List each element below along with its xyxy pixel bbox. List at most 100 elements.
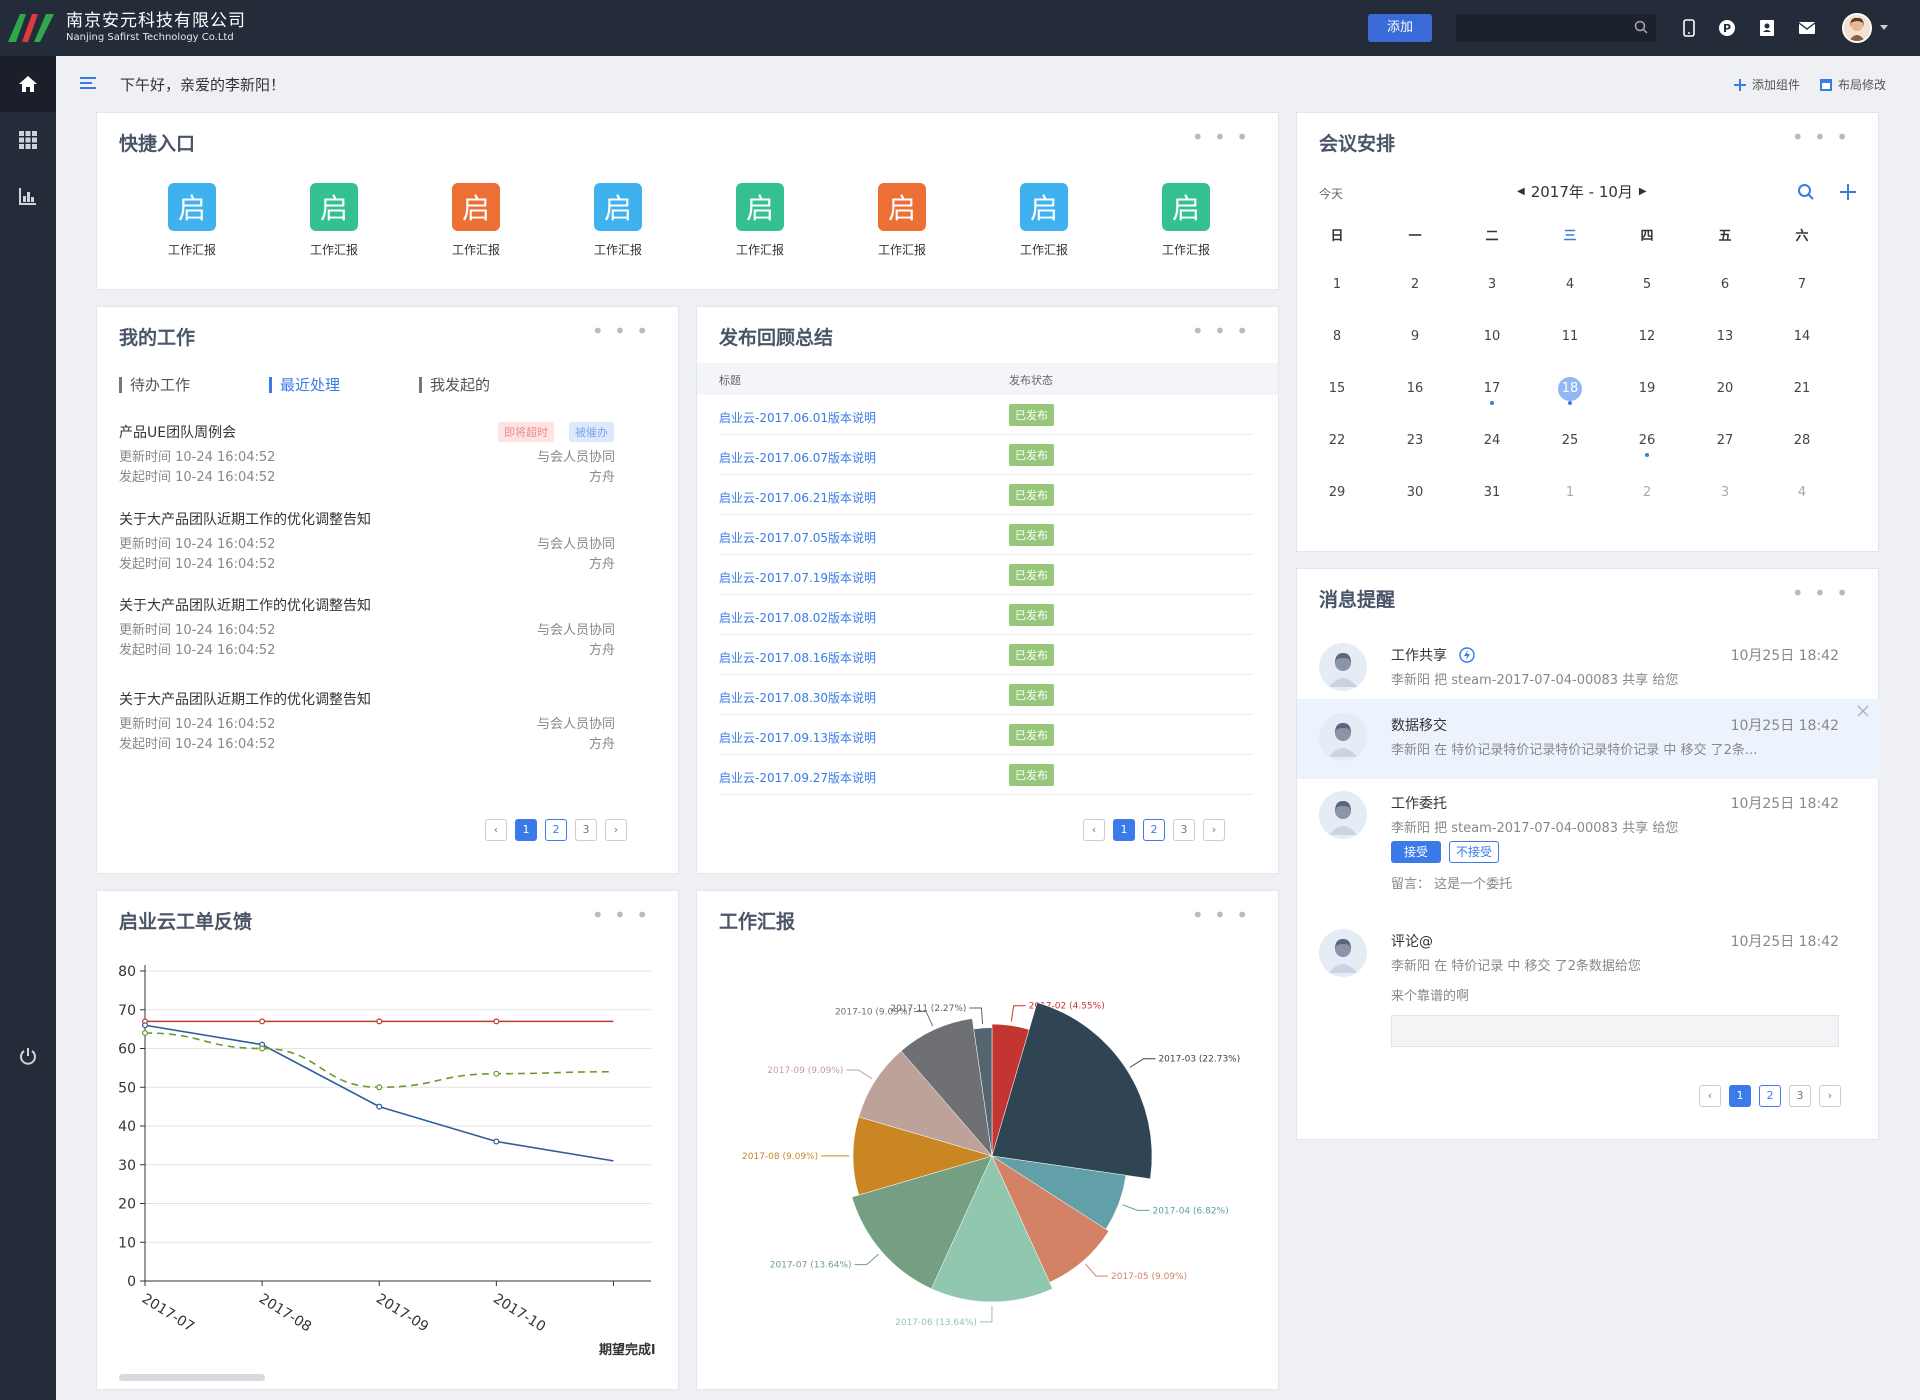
calendar-day[interactable]: 5 — [1642, 277, 1652, 292]
quick-entry-item[interactable]: 启工作汇报 — [436, 183, 516, 258]
search-icon[interactable] — [1797, 183, 1815, 201]
accept-button[interactable]: 接受 — [1391, 841, 1441, 863]
more-icon[interactable]: • • • — [1191, 125, 1250, 149]
nav-logout[interactable] — [0, 1028, 56, 1084]
add-widget-link[interactable]: 添加组件 — [1734, 76, 1800, 93]
search-input[interactable] — [1456, 14, 1656, 42]
quick-entry-item[interactable]: 启工作汇报 — [720, 183, 800, 258]
calendar-day[interactable]: 27 — [1716, 433, 1734, 448]
calendar-day[interactable]: 10 — [1483, 329, 1501, 344]
calendar-day[interactable]: 18 — [1561, 381, 1579, 396]
tab-todo[interactable]: 待办工作 — [119, 377, 190, 393]
release-link[interactable]: 启业云-2017.09.27版本说明 — [719, 771, 877, 785]
calendar-day[interactable]: 12 — [1638, 329, 1656, 344]
calendar-day[interactable]: 4 — [1797, 485, 1807, 500]
prev-page-button[interactable]: ‹ — [1083, 819, 1105, 841]
search-icon[interactable] — [1634, 20, 1648, 34]
work-item[interactable]: 关于大产品团队近期工作的优化调整告知 更新时间 10-24 16:04:52 发… — [119, 509, 629, 575]
page-button[interactable]: 1 — [1729, 1085, 1751, 1107]
calendar-day[interactable]: 29 — [1328, 485, 1346, 500]
prev-page-button[interactable]: ‹ — [1699, 1085, 1721, 1107]
more-icon[interactable]: • • • — [1791, 125, 1850, 149]
calendar-day[interactable]: 17 — [1483, 381, 1501, 396]
calendar-day[interactable]: 13 — [1716, 329, 1734, 344]
reply-input[interactable] — [1391, 1015, 1839, 1047]
calendar-day[interactable]: 21 — [1793, 381, 1811, 396]
layout-edit-link[interactable]: 布局修改 — [1820, 76, 1886, 93]
calendar-day[interactable]: 3 — [1487, 277, 1497, 292]
calendar-day[interactable]: 31 — [1483, 485, 1501, 500]
release-link[interactable]: 启业云-2017.07.05版本说明 — [719, 531, 877, 545]
message-item[interactable]: 数据移交 10月25日 18:42 李新阳 在 特价记录特价记录特价记录特价记录… — [1297, 699, 1879, 779]
next-page-button[interactable]: › — [605, 819, 627, 841]
tab-recent[interactable]: 最近处理 — [269, 377, 340, 393]
calendar-day[interactable]: 3 — [1720, 485, 1730, 500]
calendar-day[interactable]: 1 — [1332, 277, 1342, 292]
release-link[interactable]: 启业云-2017.08.30版本说明 — [719, 691, 877, 705]
message-item[interactable]: 工作共享 10月25日 18:42 李新阳 把 steam-2017-07-04… — [1297, 637, 1879, 711]
release-link[interactable]: 启业云-2017.08.02版本说明 — [719, 611, 877, 625]
calendar-day[interactable]: 11 — [1561, 329, 1579, 344]
nav-home[interactable] — [0, 56, 56, 112]
quick-entry-item[interactable]: 启工作汇报 — [1004, 183, 1084, 258]
calendar-day[interactable]: 28 — [1793, 433, 1811, 448]
more-icon[interactable]: • • • — [1791, 581, 1850, 605]
calendar-day[interactable]: 9 — [1410, 329, 1420, 344]
add-meeting-icon[interactable] — [1839, 183, 1857, 201]
release-link[interactable]: 启业云-2017.06.21版本说明 — [719, 491, 877, 505]
legend-item[interactable]: 期望完成l — [599, 1343, 656, 1358]
calendar-day[interactable]: 16 — [1406, 381, 1424, 396]
quick-entry-item[interactable]: 启工作汇报 — [152, 183, 232, 258]
calendar-day[interactable]: 6 — [1720, 277, 1730, 292]
nav-stats[interactable] — [0, 168, 56, 224]
page-button[interactable]: 1 — [515, 819, 537, 841]
quick-entry-item[interactable]: 启工作汇报 — [294, 183, 374, 258]
calendar-day[interactable]: 2 — [1642, 485, 1652, 500]
page-button[interactable]: 1 — [1113, 819, 1135, 841]
close-icon[interactable] — [1857, 705, 1869, 717]
message-item[interactable]: 工作委托 10月25日 18:42 李新阳 把 steam-2017-07-04… — [1297, 781, 1879, 901]
parking-icon[interactable]: P — [1716, 17, 1738, 39]
page-button[interactable]: 3 — [1789, 1085, 1811, 1107]
message-item[interactable]: 评论@ 10月25日 18:42 李新阳 在 特价记录 中 移交 了2条数据给您… — [1297, 919, 1879, 1069]
quick-entry-item[interactable]: 启工作汇报 — [1146, 183, 1226, 258]
release-link[interactable]: 启业云-2017.08.16版本说明 — [719, 651, 877, 665]
work-item[interactable]: 产品UE团队周例会 即将超时 被催办 更新时间 10-24 16:04:52 发… — [119, 422, 629, 488]
mobile-icon[interactable] — [1678, 17, 1700, 39]
page-button[interactable]: 2 — [545, 819, 567, 841]
calendar-day[interactable]: 22 — [1328, 433, 1346, 448]
work-item[interactable]: 关于大产品团队近期工作的优化调整告知 更新时间 10-24 16:04:52 发… — [119, 689, 629, 755]
tab-initiated[interactable]: 我发起的 — [419, 377, 490, 393]
calendar-day[interactable]: 19 — [1638, 381, 1656, 396]
calendar-day[interactable]: 26 — [1638, 433, 1656, 448]
calendar-day[interactable]: 25 — [1561, 433, 1579, 448]
release-link[interactable]: 启业云-2017.06.01版本说明 — [719, 411, 877, 425]
reject-button[interactable]: 不接受 — [1449, 841, 1499, 863]
calendar-day[interactable]: 30 — [1406, 485, 1424, 500]
work-item[interactable]: 关于大产品团队近期工作的优化调整告知 更新时间 10-24 16:04:52 发… — [119, 595, 629, 661]
calendar-day[interactable]: 20 — [1716, 381, 1734, 396]
today-button[interactable]: 今天 — [1319, 187, 1344, 201]
calendar-day[interactable]: 7 — [1797, 277, 1807, 292]
calendar-day[interactable]: 1 — [1565, 485, 1575, 500]
contact-card-icon[interactable] — [1756, 17, 1778, 39]
next-page-button[interactable]: › — [1203, 819, 1225, 841]
page-button[interactable]: 3 — [575, 819, 597, 841]
release-link[interactable]: 启业云-2017.06.07版本说明 — [719, 451, 877, 465]
mail-icon[interactable] — [1796, 17, 1818, 39]
more-icon[interactable]: • • • — [1191, 319, 1250, 343]
prev-month-icon[interactable]: ◀ — [1517, 186, 1525, 197]
prev-page-button[interactable]: ‹ — [485, 819, 507, 841]
nav-apps[interactable] — [0, 112, 56, 168]
calendar-day[interactable]: 24 — [1483, 433, 1501, 448]
calendar-day[interactable]: 23 — [1406, 433, 1424, 448]
page-button[interactable]: 2 — [1143, 819, 1165, 841]
calendar-day[interactable]: 4 — [1565, 277, 1575, 292]
calendar-day[interactable]: 14 — [1793, 329, 1811, 344]
add-button[interactable]: 添加 — [1368, 14, 1432, 42]
calendar-day[interactable]: 2 — [1410, 277, 1420, 292]
menu-toggle-icon[interactable] — [80, 76, 96, 90]
page-button[interactable]: 2 — [1759, 1085, 1781, 1107]
user-menu-caret-icon[interactable] — [1880, 25, 1888, 30]
next-page-button[interactable]: › — [1819, 1085, 1841, 1107]
